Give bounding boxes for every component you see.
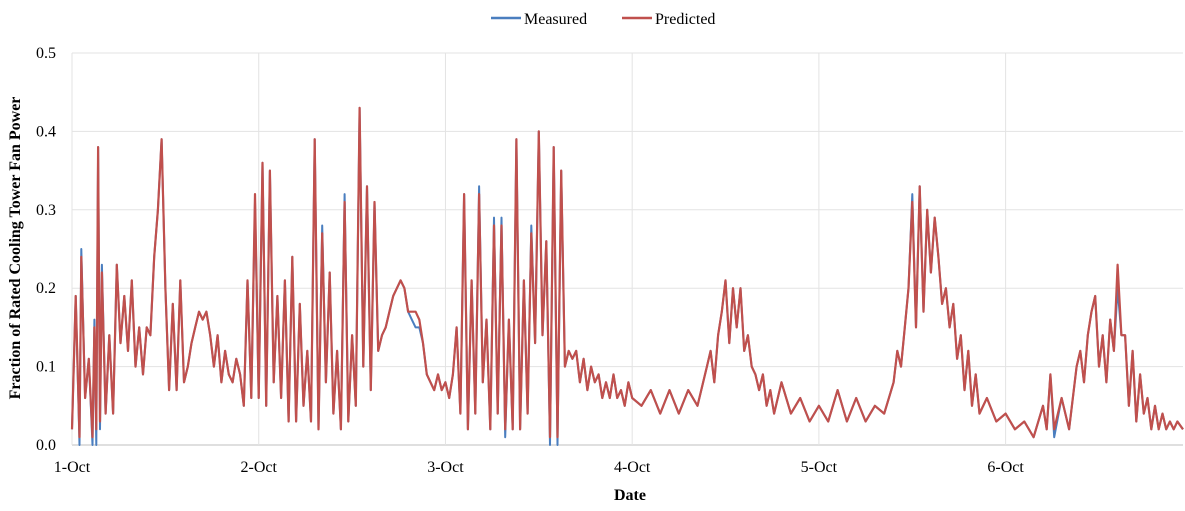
- x-tick-label: 1-Oct: [54, 459, 91, 476]
- x-tick-label: 5-Oct: [801, 459, 838, 476]
- y-tick-label: 0.0: [36, 437, 56, 454]
- y-tick-label: 0.4: [36, 123, 56, 140]
- y-tick-labels: 0.0 0.1 0.2 0.3 0.4 0.5: [36, 45, 56, 454]
- y-tick-label: 0.5: [36, 45, 56, 62]
- y-axis-title: Fraction of Rated Cooling Tower Fan Powe…: [7, 97, 24, 400]
- x-tick-label: 3-Oct: [427, 459, 464, 476]
- y-tick-label: 0.1: [36, 359, 56, 376]
- y-tick-label: 0.2: [36, 280, 56, 297]
- x-tick-label: 4-Oct: [614, 459, 651, 476]
- legend: Measured Predicted: [491, 11, 715, 28]
- y-tick-label: 0.3: [36, 202, 56, 219]
- series-layer: [70, 106, 1184, 446]
- series-line-predicted: [70, 106, 1184, 439]
- x-axis-title: Date: [614, 487, 646, 504]
- x-tick-label: 2-Oct: [241, 459, 278, 476]
- legend-label-measured: Measured: [524, 11, 587, 28]
- x-tick-label: 6-Oct: [987, 459, 1024, 476]
- x-tick-labels: 1-Oct 2-Oct 3-Oct 4-Oct 5-Oct 6-Oct: [54, 459, 1025, 476]
- legend-label-predicted: Predicted: [655, 11, 715, 28]
